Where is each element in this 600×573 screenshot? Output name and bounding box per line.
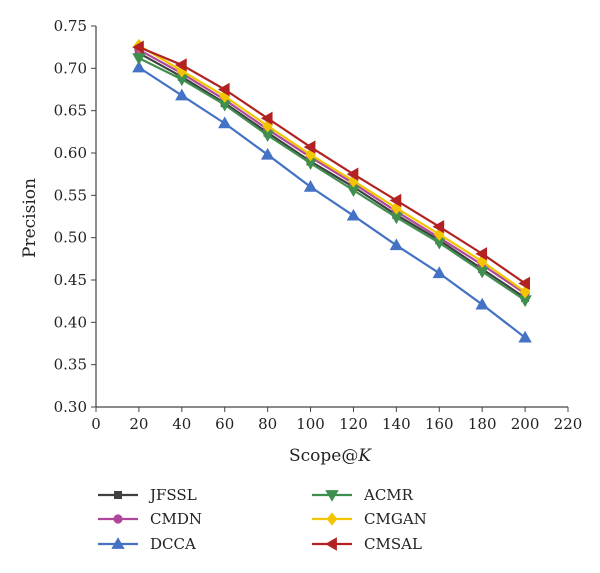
series-line-cmsal [138,46,526,285]
legend-marker-dcca [111,537,125,549]
y-tick-label: 0.60 [54,144,87,162]
legend-item-cmgan: CMGAN [312,510,427,528]
legend-label-jfssl: JFSSL [148,486,197,504]
x-tick-label: 140 [382,415,411,433]
series-line-acmr [138,57,526,302]
x-tick-label: 200 [511,415,540,433]
x-tick-label: 120 [339,415,368,433]
data-point-dcca [475,297,489,310]
data-point-dcca [218,116,232,129]
series-line-cmdn [138,48,526,295]
data-point-cmgan [519,285,531,299]
series-layer [132,38,532,343]
legend-marker-cmgan [326,512,338,526]
series-cmgan [133,38,531,299]
legend-label-cmdn: CMDN [150,510,202,528]
legend-marker-jfssl [114,490,123,499]
legend-marker-cmdn [113,514,123,524]
data-point-dcca [303,180,318,192]
x-tick-label: 180 [468,415,497,433]
legend-item-cmsal: CMSAL [312,535,422,553]
x-axis-title: Scope@K [289,446,372,466]
legend-label-acmr: ACMR [363,486,414,504]
data-point-cmsal [217,82,230,97]
data-point-acmr [132,53,146,65]
legend-label-cmgan: CMGAN [364,510,427,528]
x-tick-label: 100 [296,415,325,433]
y-tick-label: 0.40 [54,313,87,331]
series-line-jfssl [138,52,526,299]
legend-item-cmdn: CMDN [98,510,202,528]
series-dcca [132,60,532,343]
axis-titles: Precision Scope@K [20,178,372,466]
legend-label-dcca: DCCA [150,535,196,553]
x-tick-label: 0 [91,415,101,433]
legend-item-acmr: ACMR [312,486,414,504]
data-point-dcca [389,238,404,251]
series-line-cmgan [138,44,526,293]
data-point-cmsal [346,167,359,181]
legend-label-cmsal: CMSAL [364,535,422,553]
data-point-cmsal [260,111,273,125]
y-tick-label: 0.45 [54,271,87,289]
data-point-dcca [346,208,361,221]
y-tick-label: 0.55 [54,186,87,204]
y-tick-label: 0.75 [54,17,87,35]
y-tick-label: 0.35 [54,356,87,374]
x-tick-label: 20 [129,415,148,433]
data-point-cmsal [518,276,530,291]
x-tick-label: 80 [258,415,277,433]
data-point-cmsal [432,219,445,234]
data-point-cmsal [303,140,316,154]
data-point-cmsal [475,247,488,261]
x-tick-label: 60 [215,415,234,433]
axes: 0.30 0.35 0.40 0.45 0.50 0.55 0.60 0.65 0.70 0.75… [54,17,583,433]
data-point-cmsal [389,193,402,208]
data-point-dcca [175,88,189,101]
legend-marker-cmsal [325,537,337,551]
x-axis-title-main: Scope@ [289,446,358,466]
data-point-cmsal [132,40,144,54]
data-point-dcca [518,330,532,343]
y-tick-label: 0.30 [54,398,87,416]
x-tick-label: 40 [172,415,191,433]
y-tick-label: 0.50 [54,229,87,247]
data-point-dcca [432,266,446,279]
y-tick-label: 0.65 [54,102,87,120]
data-point-cmsal [175,58,187,72]
series-acmr [132,53,532,308]
legend-item-dcca: DCCA [98,535,196,553]
x-axis-title-variable: K [357,446,372,466]
series-cmsal [132,40,530,291]
series-line-dcca [138,66,526,339]
y-tick-label: 0.70 [54,59,87,77]
legend: JFSSL CMDN DCCA ACMR CMGAN CMSAL [98,486,427,553]
legend-marker-acmr [325,490,339,502]
x-tick-label: 160 [425,415,454,433]
data-point-dcca [260,147,275,160]
x-tick-label: 220 [554,415,583,433]
legend-item-jfssl: JFSSL [98,486,197,504]
data-point-dcca [132,60,146,73]
y-axis-title: Precision [20,178,40,258]
